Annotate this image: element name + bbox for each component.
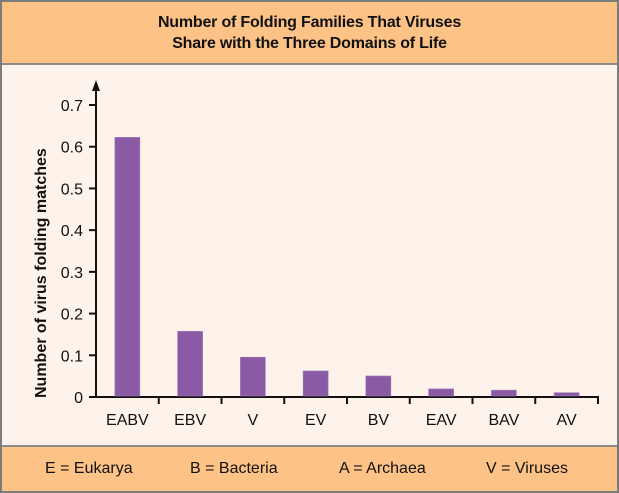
bar-eabv [114, 137, 141, 397]
x-tick-label: EABV [106, 412, 149, 429]
bar-bv [365, 375, 392, 397]
legend-archaea: A = Archaea [339, 460, 426, 477]
y-tick-label: 0 [74, 390, 83, 407]
legend-banner: E = Eukarya B = Bacteria A = Archaea V =… [2, 445, 617, 491]
y-axis-arrow-icon [92, 80, 100, 91]
legend-bacteria: B = Bacteria [190, 460, 278, 477]
chart-title-banner: Number of Folding Families That Viruses … [2, 2, 617, 65]
x-tick-label: EAV [426, 412, 457, 429]
x-tick-label: V [248, 412, 259, 429]
bar-eav [428, 388, 454, 397]
y-axis-label: Number of virus folding matches [33, 148, 50, 398]
x-tick-label: AV [557, 412, 577, 429]
chart-title-line-1: Number of Folding Families That Viruses [157, 13, 462, 31]
x-tick-label: EV [305, 412, 327, 429]
bar-chart: 0 0.1 0.2 0.3 0.4 0.5 0.6 0.7 EABV EBV V EV BV EAV BAV… [61, 80, 599, 429]
x-tick-label: BV [368, 412, 390, 429]
x-tick-label: BAV [488, 412, 519, 429]
bar-ebv [177, 331, 203, 397]
chart-title-line-2: Share with the Three Domains of Life [172, 34, 447, 52]
plot-area: Number of virus folding matches 0 0.1 0.2 0… [2, 65, 617, 445]
bar-av [553, 392, 580, 397]
bar-bav [491, 389, 517, 397]
bar-v [240, 356, 266, 397]
y-tick-label: 0.1 [61, 348, 83, 365]
y-tick-label: 0.6 [61, 140, 83, 157]
y-tick-label: 0.5 [61, 181, 83, 198]
bar-ev [302, 370, 329, 397]
y-tick-label: 0.3 [61, 265, 83, 282]
y-tick-label: 0.7 [61, 98, 83, 115]
x-tick-label: EBV [174, 412, 206, 429]
legend-viruses: V = Viruses [486, 460, 568, 477]
legend-eukarya: E = Eukarya [45, 460, 133, 477]
y-tick-label: 0.2 [61, 307, 83, 324]
y-tick-label: 0.4 [61, 223, 83, 240]
